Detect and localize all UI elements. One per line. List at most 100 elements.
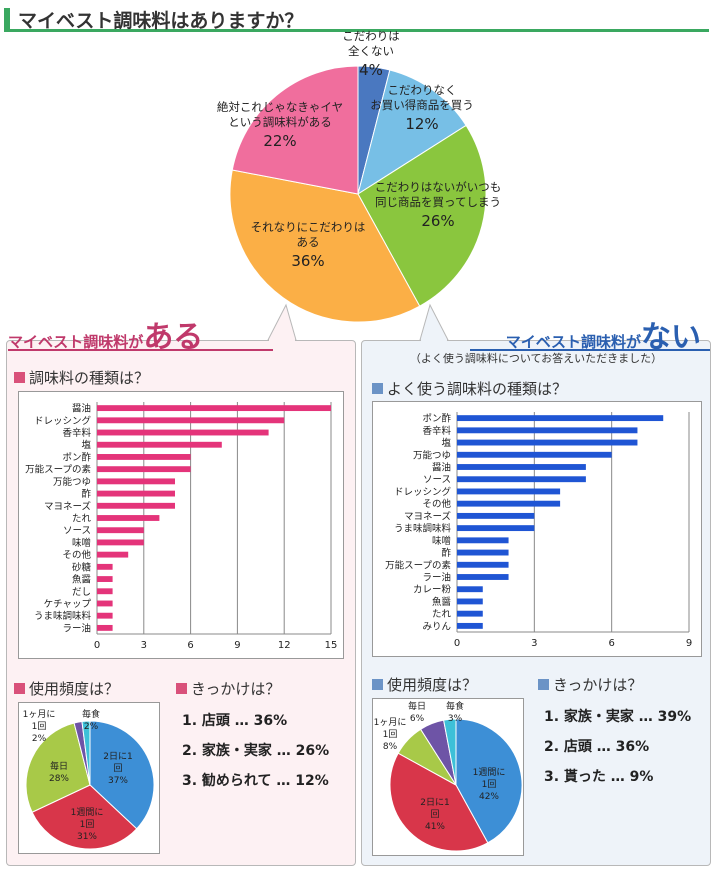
bar [97,612,113,619]
category-label: カレー粉 [413,584,452,596]
category-label: うま味調味料 [34,610,92,622]
notch-right [419,303,449,341]
category-label: 味噌 [432,535,451,547]
section-reason-right: きっかけは？ [538,674,642,695]
x-tick-label: 0 [94,640,100,651]
pie-slice-label: 毎食 3% [446,700,464,724]
category-label: 塩 [441,437,451,449]
x-tick-label: 3 [141,640,147,651]
pie-slice-label: こだわりはないがいつも同じ商品を買ってしまう [375,180,502,209]
bar-chart-left-svg: 0 3 6 9 12 15 醤油ドレッシング香辛料塩ポン酢万能スープの素万能つゆ酢マヨネーズ… [25,402,337,651]
bar [457,464,586,470]
reasons-list-right: 1. 家族・実家 … 39% 2. 店頭 … 36% 3. 貰った … 9% [544,706,691,796]
category-label: ポン酢 [62,451,91,463]
bar [457,549,509,556]
category-label: 魚醤 [72,574,91,586]
pie-slice-label: 毎日 6% [408,700,426,724]
category-label: ドレッシング [394,486,452,498]
section-title-text: 使用頻度は？ [387,676,478,694]
category-label: マヨネーズ [44,500,92,512]
heading-no-best: マイベスト調味料がない [506,312,701,356]
pie-slice [231,65,359,195]
pie-slice-label: 2日に1 回 41% [420,797,449,832]
category-label: たれ [72,514,92,525]
section-title-text: きっかけは？ [553,676,643,694]
pie-slice [357,124,487,307]
bar [97,563,113,570]
category-label: ソース [423,475,451,486]
pie-slice-label: 毎食 2% [82,708,100,732]
blue-square-icon [372,679,383,690]
pie-slice-label: 絶対これじゃなきゃイヤという調味料がある [217,100,343,129]
reason-item: 3. 貰った … 9% [544,769,654,785]
pie-slice-label: こだわりは全くない [342,29,400,58]
section-reason-left: きっかけは？ [176,678,280,699]
bar [97,490,175,497]
bar [457,586,483,593]
bar [97,576,113,582]
page-title: マイベスト調味料はありますか？ [18,10,304,32]
x-tick-label: 9 [686,638,692,649]
bar [97,600,113,607]
notch-left [267,303,297,341]
bar [457,415,664,422]
pie-slice [389,752,489,852]
section-title-text: 調味料の種類は？ [29,369,150,387]
section-types-right: よく使う調味料の種類は？ [372,378,567,399]
bar [97,588,113,595]
pie-percent-label: 12% [405,115,438,133]
heading-big-word: ない [641,320,701,355]
x-tick-label: 9 [234,640,240,651]
bar [97,551,129,558]
section-title-text: 使用頻度は？ [29,680,120,698]
pie-slice-label: 2日に1 回 37% [103,751,132,786]
category-label: 酢 [441,547,451,559]
bar [457,427,638,434]
pie-percent-label: 22% [263,132,296,150]
bar [457,500,561,507]
bar [97,466,191,473]
category-label: ポン酢 [422,413,451,425]
bar-chart-left: 0 3 6 9 12 15 醤油 ドレッシング 香辛料塩ポン酢 万能スープの素 万能つゆ酢マヨネーズ… [18,391,344,659]
pink-square-icon [176,683,187,694]
pie-slice-label: 1ヶ月に 1回 8% [374,717,407,752]
bar [457,610,483,617]
blue-square-icon [372,383,383,394]
pie-slice [357,69,467,196]
category-label: みりん [422,621,451,632]
pie-slice [443,718,457,786]
heading-prefix: マイベスト調味料が [505,333,641,351]
category-label: ラー油 [422,572,451,584]
bar [97,429,269,436]
reasons-list-left: 1. 店頭 … 36% 2. 家族・実家 … 26% 3. 勧められて … 12… [182,710,329,800]
pie-slice-label: 1週間に 1回 42% [473,767,506,802]
bar [457,488,561,495]
pink-square-icon [14,372,25,383]
bar-chart-right-svg: 0 3 6 9 ポン酢香辛料塩万能つゆ醤油ソースドレッシングその他マヨネーズうま味調味料… [385,412,692,649]
bar [457,574,509,580]
bar [97,527,144,534]
category-label: 万能つゆ [413,449,451,461]
freq-pie-left-svg: 2日に1 回 37% 1週間に 1回 31% 毎日 28% 1ヶ月に 1回 2% 毎食 2% [23,708,155,850]
right-panel-note: （よく使う調味料についてお答えいただきました） [409,352,663,365]
category-label: 万能つゆ [53,476,91,488]
heading-underline-right [470,349,710,351]
category-label: 香辛料 [422,425,451,437]
pie-percent-label: 26% [421,212,454,230]
bar [457,561,509,568]
main-pie-svg: こだわりは全くない 4% こだわりなくお買い得商品を買う 12% こだわりはないがいつも… [217,29,502,323]
category-label: ソース [63,526,91,537]
category-label: マヨネーズ [404,510,452,522]
bar [457,537,509,544]
category-label: その他 [62,549,91,561]
title-bar: マイベスト調味料はありますか？ [4,4,709,32]
category-label: 醤油 [72,403,91,415]
bar [457,622,483,629]
category-label: ドレッシング [34,415,92,427]
bar [97,417,285,424]
category-label: 香辛料 [62,427,91,439]
heading-has-best: マイベスト調味料がある [8,312,203,356]
category-label: 味噌 [72,537,91,549]
reason-item: 2. 家族・実家 … 26% [182,743,330,759]
